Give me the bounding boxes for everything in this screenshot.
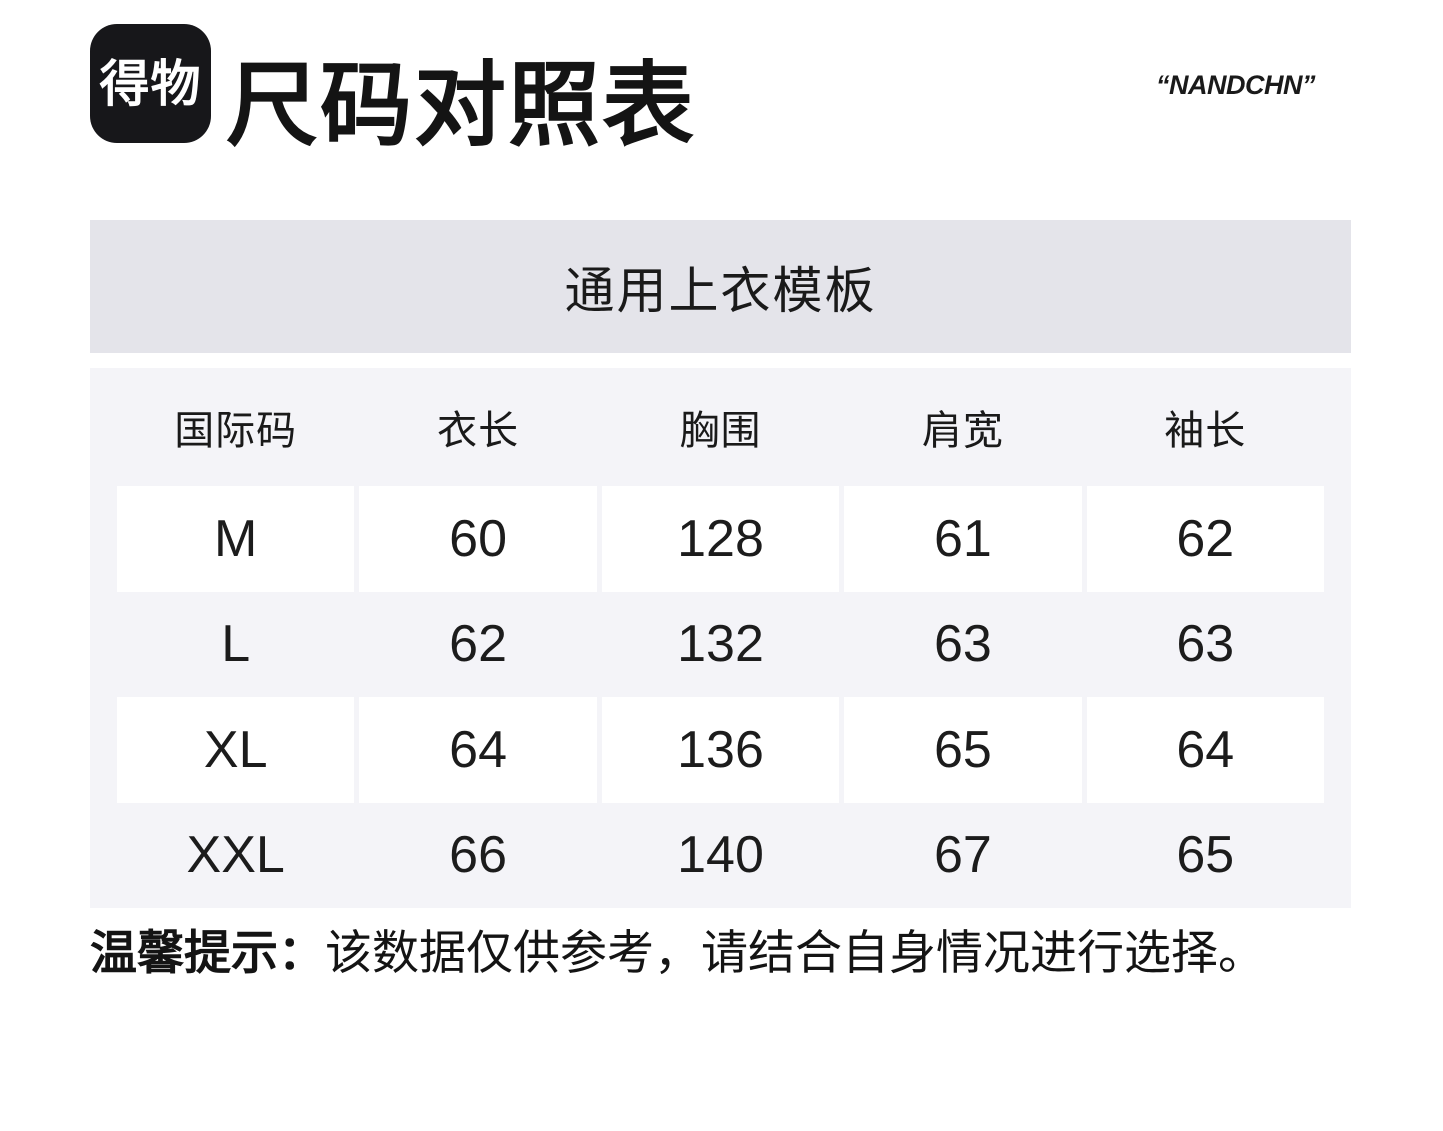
- cell-size: XXL: [186, 826, 285, 885]
- note: 温馨提示：该数据仅供参考，请结合自身情况进行选择。: [90, 924, 1265, 983]
- cell-chest: 128: [601, 486, 840, 592]
- cell-chest: 132: [677, 615, 764, 674]
- cell-chest: 140: [677, 826, 764, 885]
- cell-length: 62: [449, 615, 508, 674]
- dewu-logo: 得物: [90, 24, 211, 143]
- column-header-shoulder: 肩宽: [921, 409, 1004, 453]
- cell-size: M: [117, 486, 355, 592]
- cell-shoulder: 67: [933, 826, 992, 885]
- cell-shoulder: 65: [844, 697, 1082, 803]
- brand-mark: “NANDCHN”: [1156, 70, 1316, 100]
- table-header-row: 国际码 衣长 胸围 肩宽 袖长: [117, 368, 1324, 486]
- table-row-xxl: XXL 66 140 67 65: [117, 803, 1324, 909]
- section-title: 通用上衣模板: [564, 262, 877, 319]
- cell-sleeve: 64: [1086, 697, 1324, 803]
- column-header-sleeve: 袖长: [1164, 409, 1247, 453]
- cell-length: 66: [449, 826, 508, 885]
- note-label: 温馨提示：: [90, 926, 325, 979]
- cell-sleeve: 65: [1176, 826, 1235, 885]
- column-header-size: 国际码: [174, 409, 298, 453]
- table-row-l: L 62 132 63 63: [117, 592, 1324, 698]
- column-header-chest: 胸围: [679, 409, 762, 453]
- note-text: 该数据仅供参考，请结合自身情况进行选择。: [325, 926, 1265, 979]
- cell-sleeve: 63: [1176, 615, 1235, 674]
- cell-shoulder: 63: [933, 615, 992, 674]
- cell-size: XL: [117, 697, 355, 803]
- table-row-m: M 60 128 61 62: [117, 486, 1324, 592]
- cell-chest: 136: [601, 697, 840, 803]
- cell-length: 64: [359, 697, 597, 803]
- cell-length: 60: [359, 486, 597, 592]
- cell-shoulder: 61: [844, 486, 1082, 592]
- page-title: 尺码对照表: [226, 55, 697, 157]
- section-bar: 通用上衣模板: [90, 220, 1351, 353]
- dewu-logo-text: 得物: [99, 55, 202, 112]
- cell-size: L: [221, 615, 251, 674]
- cell-sleeve: 62: [1086, 486, 1324, 592]
- table-row-xl: XL 64 136 65 64: [117, 697, 1324, 803]
- size-table: 国际码 衣长 胸围 肩宽 袖长 M 60 128 61 62 L 62 132 …: [90, 368, 1351, 908]
- column-header-length: 衣长: [437, 409, 520, 453]
